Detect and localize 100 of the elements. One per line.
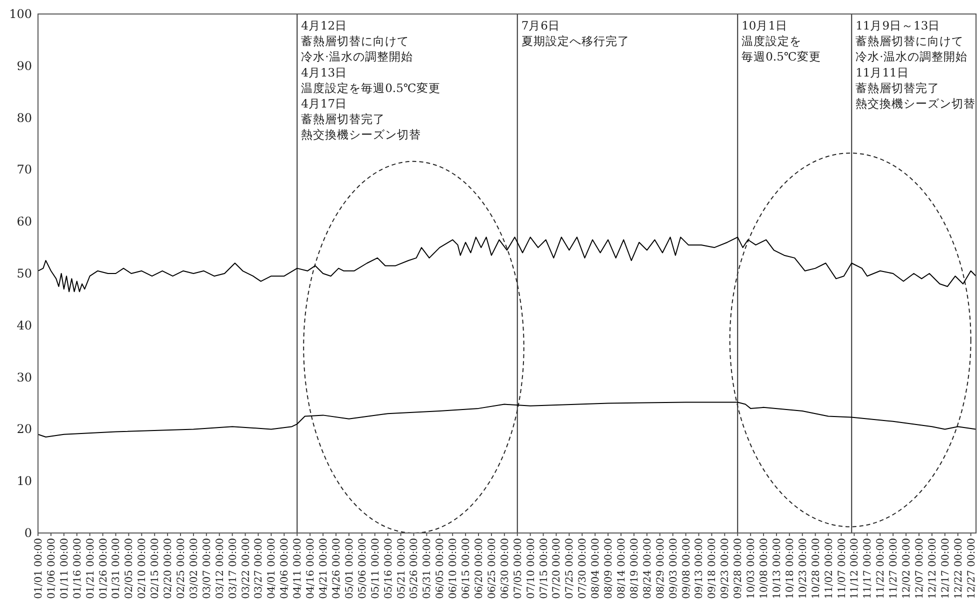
annotation: 冷水·温水の調整開始 <box>856 50 968 64</box>
x-tick-label: 08/14 00:00 <box>616 538 628 599</box>
x-tick-label: 07/20 00:00 <box>552 538 563 599</box>
annotation: 11月9日～13日 <box>856 18 940 33</box>
y-tick-label: 70 <box>16 162 32 177</box>
x-tick-label: 12/17 00:00 <box>940 538 952 599</box>
x-tick-label: 05/21 00:00 <box>396 538 408 599</box>
x-tick-label: 11/12 00:00 <box>850 538 861 599</box>
annotation: 蓄熱層切替完了 <box>301 112 386 126</box>
x-tick-label: 03/17 00:00 <box>228 538 239 599</box>
x-tick-label: 04/16 00:00 <box>306 538 317 599</box>
x-tick-label: 06/05 00:00 <box>435 538 446 599</box>
x-tick-label: 11/17 00:00 <box>862 538 874 599</box>
x-tick-label: 07/05 00:00 <box>512 538 524 599</box>
x-tick-label: 02/10 00:00 <box>137 538 148 599</box>
x-tick-label: 01/26 00:00 <box>98 538 110 599</box>
x-tick-label: 05/06 00:00 <box>357 538 368 599</box>
y-tick-label: 10 <box>16 474 32 488</box>
x-tick-label: 09/13 00:00 <box>694 538 706 599</box>
x-tick-label: 06/20 00:00 <box>474 538 485 599</box>
x-tick-label: 12/02 00:00 <box>902 538 913 599</box>
x-tick-label: 03/22 00:00 <box>240 538 252 599</box>
x-tick-label: 10/03 00:00 <box>746 538 758 599</box>
x-tick-label: 09/28 00:00 <box>733 538 744 599</box>
annotation: 蓄熱層切替に向けて <box>301 34 410 48</box>
x-tick-label: 08/09 00:00 <box>604 538 615 599</box>
y-tick-label: 50 <box>16 266 32 280</box>
x-tick-label: 04/06 00:00 <box>280 538 291 599</box>
x-tick-label: 02/25 00:00 <box>176 538 188 599</box>
x-tick-label: 12/07 00:00 <box>914 538 926 599</box>
annotation: 毎週0.5℃変更 <box>742 50 821 64</box>
y-tick-label: 100 <box>9 7 32 21</box>
annotation: 10月1日 <box>742 18 788 33</box>
x-tick-label: 07/10 00:00 <box>526 538 537 599</box>
x-tick-label: 08/29 00:00 <box>655 538 666 599</box>
x-tick-label: 09/23 00:00 <box>720 538 732 599</box>
x-tick-label: 03/12 00:00 <box>214 538 226 599</box>
x-tick-label: 05/26 00:00 <box>409 538 420 599</box>
annotation: 4月13日 <box>301 65 348 80</box>
annotation: 熱交換機シーズン切替 <box>856 96 976 110</box>
y-tick-label: 40 <box>16 318 32 332</box>
x-tick-label: 10/13 00:00 <box>772 538 783 599</box>
x-tick-label: 01/06 00:00 <box>46 538 58 599</box>
x-tick-label: 09/18 00:00 <box>707 538 718 599</box>
annotation: 11月11日 <box>856 65 909 80</box>
x-tick-label: 05/31 00:00 <box>422 538 434 599</box>
x-tick-label: 07/15 00:00 <box>538 538 550 599</box>
x-tick-label: 06/15 00:00 <box>461 538 472 599</box>
x-tick-label: 06/25 00:00 <box>486 538 498 599</box>
x-tick-label: 08/24 00:00 <box>642 538 654 599</box>
annotation: 冷水·温水の調整開始 <box>301 50 413 64</box>
annotation: 蓄熱層切替完了 <box>856 80 940 95</box>
annotation: 7月6日 <box>521 18 560 33</box>
x-tick-label: 06/30 00:00 <box>500 538 511 599</box>
annotation: 蓄熱層切替に向けて <box>856 34 964 48</box>
x-tick-label: 12/22 00:00 <box>953 538 964 599</box>
x-tick-label: 01/31 00:00 <box>111 538 122 599</box>
x-tick-label: 11/02 00:00 <box>824 538 835 599</box>
x-tick-label: 12/12 00:00 <box>927 538 938 599</box>
annotation: 4月12日 <box>301 18 348 33</box>
annotation: 4月17日 <box>301 96 348 110</box>
x-tick-label: 10/23 00:00 <box>798 538 809 599</box>
annotation: 夏期設定へ移行完了 <box>521 34 630 48</box>
x-tick-label: 09/08 00:00 <box>681 538 692 599</box>
x-tick-label: 03/02 00:00 <box>188 538 200 599</box>
annotation: 温度設定を <box>742 34 802 48</box>
x-tick-label: 11/27 00:00 <box>888 538 900 599</box>
x-tick-label: 10/18 00:00 <box>784 538 796 599</box>
y-tick-label: 30 <box>16 370 32 384</box>
x-tick-label: 04/21 00:00 <box>318 538 330 599</box>
x-tick-label: 09/03 00:00 <box>668 538 680 599</box>
x-tick-label: 11/22 00:00 <box>876 538 887 599</box>
y-tick-label: 60 <box>16 214 32 229</box>
x-tick-label: 03/07 00:00 <box>202 538 213 599</box>
x-tick-label: 08/04 00:00 <box>590 538 602 599</box>
x-tick-label: 10/08 00:00 <box>759 538 770 599</box>
x-tick-label: 05/16 00:00 <box>383 538 394 599</box>
x-tick-label: 05/11 00:00 <box>370 538 382 599</box>
x-tick-label: 05/01 00:00 <box>344 538 356 599</box>
y-tick-label: 80 <box>16 110 32 125</box>
x-tick-label: 10/28 00:00 <box>810 538 822 599</box>
x-tick-label: 07/25 00:00 <box>564 538 576 599</box>
x-tick-label: 01/11 00:00 <box>59 538 70 599</box>
x-tick-label: 04/26 00:00 <box>331 538 342 599</box>
x-tick-label: 02/05 00:00 <box>124 538 136 599</box>
x-tick-label: 12/27 00:00 <box>966 538 977 599</box>
x-tick-label: 03/27 00:00 <box>254 538 265 599</box>
x-tick-label: 08/19 00:00 <box>629 538 640 599</box>
x-tick-label: 06/10 00:00 <box>448 538 460 599</box>
x-tick-label: 07/30 00:00 <box>578 538 589 599</box>
x-tick-label: 11/07 00:00 <box>836 538 848 599</box>
y-tick-label: 0 <box>24 526 32 540</box>
x-tick-label: 02/20 00:00 <box>163 538 174 599</box>
x-tick-label: 01/21 00:00 <box>85 538 96 599</box>
x-tick-label: 01/01 00:00 <box>34 538 44 599</box>
x-tick-label: 04/01 00:00 <box>266 538 278 599</box>
annotation: 温度設定を毎週0.5℃変更 <box>301 80 440 95</box>
x-tick-label: 04/11 00:00 <box>292 538 304 599</box>
x-tick-label: 02/15 00:00 <box>150 538 162 599</box>
y-tick-label: 20 <box>16 422 32 436</box>
